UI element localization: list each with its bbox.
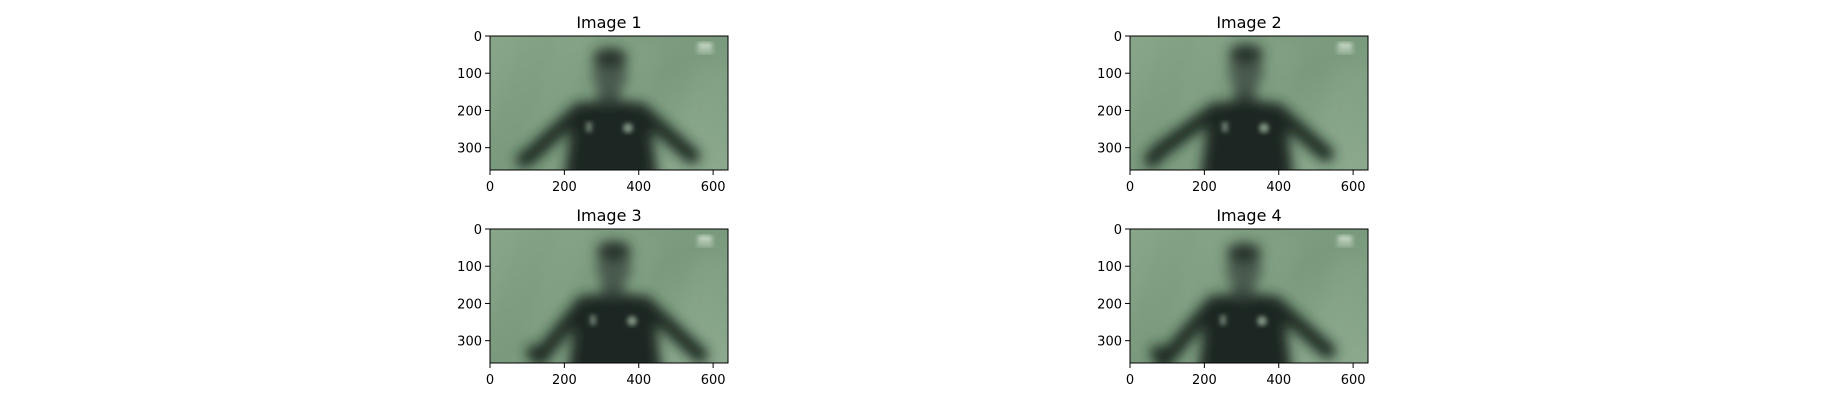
y-tick-label: 200 [1097,104,1122,119]
x-tick-label: 400 [1266,180,1291,195]
x-tick-label: 200 [552,373,577,388]
broadcaster-logo [1337,236,1353,246]
y-tick-label: 300 [1097,142,1122,157]
x-tick-label: 600 [1341,180,1366,195]
y-tick-label: 100 [1097,260,1122,275]
broadcaster-logo [1337,43,1353,53]
y-tick-label: 0 [1114,30,1122,45]
subplot-4: Image 4 0 200 400 600 0 100 200 300 [1096,189,1369,392]
x-tick-label: 0 [1126,180,1134,195]
x-tick-label: 0 [1126,373,1134,388]
subplot-title: Image 2 [1216,13,1281,32]
y-tick-label: 200 [1097,297,1122,312]
x-tick-label: 600 [1341,373,1366,388]
x-tick-label: 600 [701,180,726,195]
subplot-title: Image 1 [576,13,641,32]
x-tick-label: 200 [1192,180,1217,195]
y-tick-label: 300 [1097,335,1122,350]
y-tick-label: 200 [457,297,482,312]
x-tick-label: 400 [1266,373,1291,388]
x-tick-label: 200 [552,180,577,195]
subplot-1: Image 1 0 200 400 600 0 100 200 300 [456,0,729,199]
y-tick-label: 100 [457,67,482,82]
y-tick-label: 0 [474,30,482,45]
subplot-2: Image 2 0 200 400 600 0 100 200 300 [1096,0,1369,199]
y-tick-label: 100 [457,260,482,275]
x-tick-label: 400 [626,180,651,195]
broadcaster-logo [697,43,713,53]
subplot-title: Image 3 [576,206,641,225]
y-tick-label: 300 [457,142,482,157]
x-tick-label: 0 [486,180,494,195]
subplot-3: Image 3 0 200 400 600 0 100 200 300 [456,189,729,392]
y-tick-label: 100 [1097,67,1122,82]
x-tick-label: 600 [701,373,726,388]
y-tick-label: 300 [457,335,482,350]
x-tick-label: 200 [1192,373,1217,388]
x-tick-label: 0 [486,373,494,388]
y-tick-label: 0 [1114,223,1122,238]
broadcaster-logo [697,236,713,246]
y-tick-label: 0 [474,223,482,238]
subplot-title: Image 4 [1216,206,1281,225]
y-tick-label: 200 [457,104,482,119]
x-tick-label: 400 [626,373,651,388]
